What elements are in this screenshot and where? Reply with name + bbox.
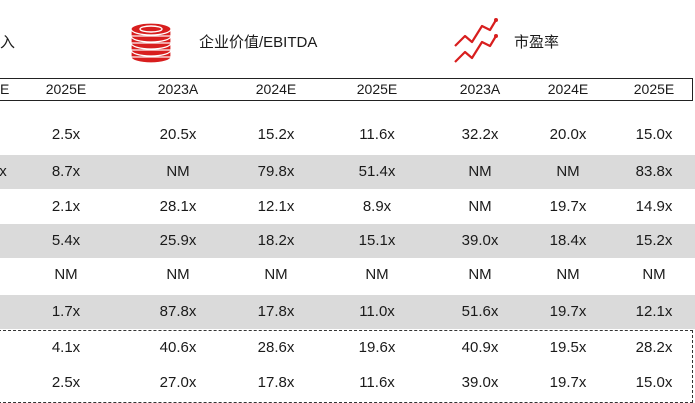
table-cell: 83.8x (635, 163, 673, 180)
table-cell: 15.2x (635, 232, 673, 249)
coin-stack-icon (127, 17, 175, 65)
table-cell: 8.7x (51, 163, 81, 180)
table-cell: 15.1x (358, 232, 396, 249)
table-cell: NM (468, 266, 492, 283)
table-cell: 15.2x (257, 126, 295, 143)
table-row: 4.1x 40.6x 28.6x 19.6x 40.9x 19.5x 28.2x (0, 331, 695, 365)
table-cell: NM (556, 266, 580, 283)
table-cell: NM (468, 163, 492, 180)
table-cell: 20.5x (159, 126, 197, 143)
table-cell: 5.4x (51, 232, 81, 249)
table-row: 2.5x 20.5x 15.2x 11.6x 32.2x 20.0x 15.0x (0, 118, 695, 152)
table-cell: 12.1x (635, 303, 673, 320)
table-cell: 11.0x (359, 303, 395, 320)
table-cell: 39.0x (461, 374, 499, 391)
table-cell: NM (166, 266, 190, 283)
column-header: 2025E (356, 81, 398, 97)
column-header-cut: E (0, 81, 10, 97)
table-cell: NM (264, 266, 288, 283)
table-cell: NM (166, 163, 190, 180)
table-cell: 51.6x (461, 303, 499, 320)
table-row: 2.5x 27.0x 17.8x 11.6x 39.0x 19.7x 15.0x (0, 366, 695, 400)
table-cell: 2.5x (51, 126, 81, 143)
highlight-dashed-box (0, 330, 693, 403)
table-cell: 19.6x (358, 339, 396, 356)
table-row: NM NM NM NM NM NM NM (0, 258, 695, 292)
table-cell: NM (556, 163, 580, 180)
table-cell: 19.7x (549, 303, 587, 320)
table-cell: 20.0x (549, 126, 587, 143)
table-cell: 28.6x (257, 339, 295, 356)
column-header: 2025E (633, 81, 675, 97)
header-cut-label: 入 (0, 34, 16, 51)
column-header: 2023A (157, 81, 199, 97)
ev-ebitda-label: 企业价值/EBITDA (199, 34, 318, 51)
column-header: 2024E (255, 81, 297, 97)
table-cell: 18.4x (549, 232, 587, 249)
table-cell-cut: x (0, 163, 7, 180)
table-cell: 40.9x (461, 339, 499, 356)
column-header: 2023A (459, 81, 501, 97)
table-row: 1.7x 87.8x 17.8x 11.0x 51.6x 19.7x 12.1x (0, 295, 695, 329)
table-cell: NM (642, 266, 666, 283)
table-cell: NM (468, 198, 492, 215)
table-cell: 32.2x (461, 126, 499, 143)
table-cell: 18.2x (257, 232, 295, 249)
table-cell: 27.0x (159, 374, 197, 391)
table-cell: 79.8x (257, 163, 295, 180)
table-cell: 40.6x (159, 339, 197, 356)
column-header: 2024E (547, 81, 589, 97)
table-row: 2.1x 28.1x 12.1x 8.9x NM 19.7x 14.9x (0, 190, 695, 224)
trend-line-icon (452, 16, 498, 66)
table-cell: 51.4x (358, 163, 396, 180)
table-cell: 8.9x (362, 198, 392, 215)
table-cell: 28.2x (635, 339, 673, 356)
table-cell: 39.0x (461, 232, 499, 249)
table-cell: NM (365, 266, 389, 283)
table-cell: 2.1x (51, 198, 81, 215)
table-row: x 8.7x NM 79.8x 51.4x NM NM 83.8x (0, 155, 695, 189)
pe-label: 市盈率 (514, 34, 560, 51)
table-cell: NM (54, 266, 78, 283)
table-cell: 14.9x (635, 198, 673, 215)
table-cell: 19.5x (549, 339, 587, 356)
table-cell: 11.6x (359, 374, 395, 391)
table-cell: 17.8x (257, 303, 295, 320)
table-cell: 11.6x (359, 126, 395, 143)
table-cell: 15.0x (635, 126, 673, 143)
table-cell: 28.1x (159, 198, 197, 215)
table-cell: 12.1x (257, 198, 295, 215)
table-cell: 17.8x (257, 374, 295, 391)
table-cell: 19.7x (549, 374, 587, 391)
column-header: 2025E (45, 81, 87, 97)
table-cell: 4.1x (51, 339, 81, 356)
table-cell: 25.9x (159, 232, 197, 249)
table-cell: 87.8x (159, 303, 197, 320)
table-cell: 2.5x (51, 374, 81, 391)
column-header-bar (0, 78, 693, 101)
table-cell: 15.0x (635, 374, 673, 391)
table-cell: 1.7x (51, 303, 81, 320)
table-cell: 19.7x (549, 198, 587, 215)
table-row: 5.4x 25.9x 18.2x 15.1x 39.0x 18.4x 15.2x (0, 224, 695, 258)
